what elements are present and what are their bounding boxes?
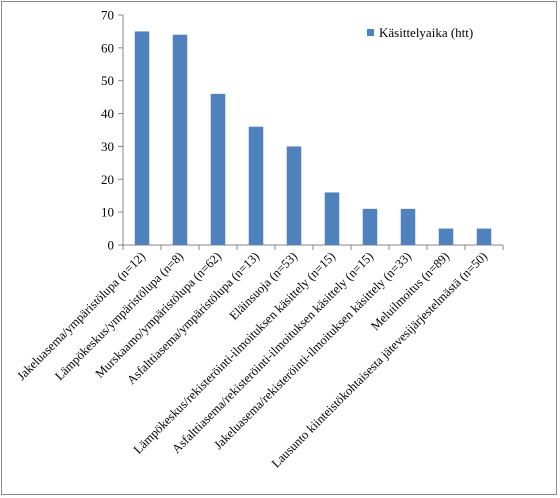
legend-swatch [367, 29, 374, 36]
legend-label: Käsittelyaika (htt) [379, 25, 473, 40]
bar [286, 146, 302, 245]
bar [324, 192, 340, 245]
y-tick-label: 60 [101, 40, 114, 55]
bar [172, 34, 188, 245]
y-tick-label: 20 [101, 172, 114, 187]
bar [400, 208, 416, 245]
bar [476, 228, 492, 245]
bar [438, 228, 454, 245]
y-tick-label: 70 [101, 8, 114, 23]
y-tick-label: 30 [101, 139, 114, 154]
bar [248, 126, 264, 245]
y-tick-label: 10 [101, 205, 114, 220]
y-tick-label: 40 [101, 106, 114, 121]
bar [134, 31, 150, 245]
legend: Käsittelyaika (htt) [367, 25, 473, 40]
x-category-label: Eläinsuoja (n=53) [227, 249, 301, 323]
bar [210, 93, 226, 245]
y-tick-label: 50 [101, 73, 114, 88]
y-tick-label: 0 [108, 238, 115, 253]
bar [362, 208, 378, 245]
